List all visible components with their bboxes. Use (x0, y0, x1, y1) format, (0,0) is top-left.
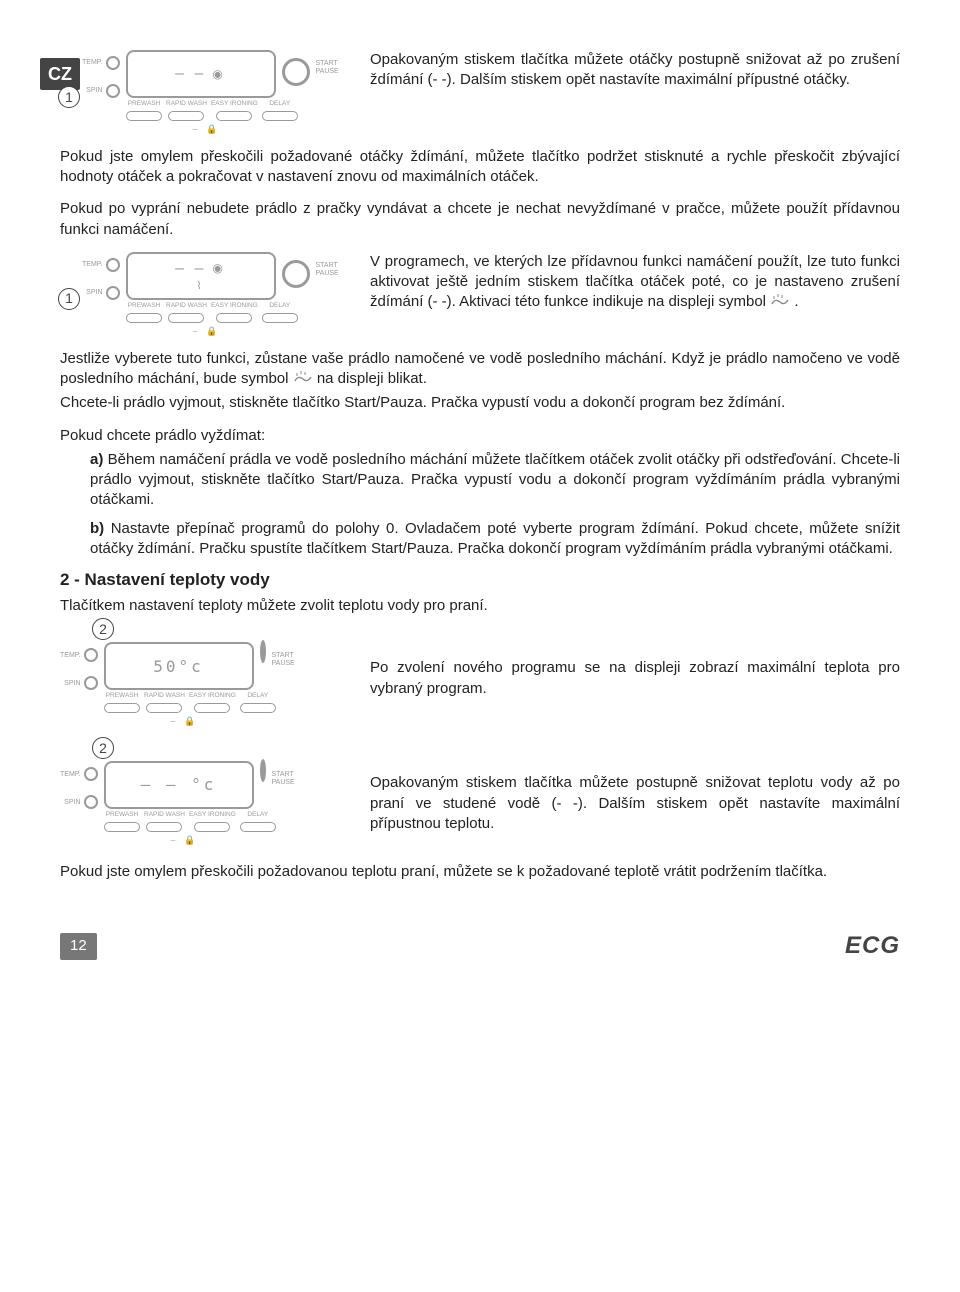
para-4: V programech, ve kterých lze přídavnou f… (370, 252, 900, 313)
label-spin: SPIN (64, 679, 80, 688)
spiral-icon: ◉ (212, 66, 225, 82)
marker-1b: 1 (58, 288, 80, 310)
label-temp: TEMP. (60, 770, 81, 779)
option-segments: PREWASH RAPID WASH EASY IRONING DELAY (126, 100, 350, 121)
label-spin: SPIN (86, 86, 102, 95)
soak-icon: ⌇ (196, 279, 204, 294)
lock-icon-row: ⌣ 🔒 (192, 325, 350, 337)
label-start-pause: START PAUSE (272, 771, 295, 786)
label-temp: TEMP. (82, 260, 103, 269)
soak-symbol-icon (770, 292, 790, 312)
row-temp-1: 2 TEMP. SPIN 50°c START PAUSE PREWASH RA… (60, 628, 900, 727)
label-start-pause: START PAUSE (316, 60, 339, 75)
label-start-pause: START PAUSE (272, 652, 295, 667)
control-panel-diagram-1: TEMP. SPIN – – ◉ START PAUSE PREWASH RAP… (60, 50, 350, 135)
row-spin-1: 1 TEMP. SPIN – – ◉ START PAUSE PREWASH R… (60, 50, 900, 135)
para-8: Tlačítkem nastavení teploty můžete zvoli… (60, 596, 900, 616)
option-segments: PREWASH RAPID WASH EASY IRONING DELAY (126, 302, 350, 323)
row-temp-2: 2 TEMP. SPIN – – °c START PAUSE PREWASH … (60, 747, 900, 846)
page-number: 12 (60, 933, 97, 959)
heading-temp: 2 - Nastavení teploty vody (60, 569, 900, 592)
seg-label-3: DELAY (269, 100, 290, 109)
brand-logo: ECG (845, 930, 900, 962)
para-3: Pokud po vyprání nebudete prádlo z pračk… (60, 199, 900, 240)
option-segments: PREWASH RAPID WASH EASY IRONING DELAY (104, 811, 350, 832)
start-pause-button-icon (282, 58, 310, 86)
row-spin-2: 1 TEMP. SPIN – – ◉ ⌇ START PAUSE (60, 252, 900, 337)
para-10: Opakovaným stiskem tlačítka můžete postu… (370, 747, 900, 834)
label-spin: SPIN (64, 798, 80, 807)
para-5: Jestliže vyberete tuto funkci, zůstane v… (60, 349, 900, 390)
list-text-b: Nastavte přepínač programů do polohy 0. … (90, 520, 900, 557)
control-panel-diagram-2: TEMP. SPIN – – ◉ ⌇ START PAUSE PREWASH R (60, 252, 350, 337)
lcd-value: – – °c (141, 774, 217, 796)
control-panel-diagram-3: TEMP. SPIN 50°c START PAUSE PREWASH RAPI… (60, 628, 350, 727)
para-1: Opakovaným stiskem tlačítka můžete otáčk… (370, 50, 900, 91)
lcd-display: – – °c (104, 761, 254, 809)
spin-button-icon (106, 84, 120, 98)
para-9: Po zvolení nového programu se na displej… (370, 628, 900, 699)
start-pause-button-icon (282, 260, 310, 288)
lcd-display: – – ◉ (126, 50, 276, 98)
temp-button-icon (106, 258, 120, 272)
spin-button-icon (106, 286, 120, 300)
temp-button-icon (106, 56, 120, 70)
spiral-icon: ◉ (212, 260, 225, 276)
temp-button-icon (84, 767, 98, 781)
spin-button-icon (84, 795, 98, 809)
temp-button-icon (84, 648, 98, 662)
list-label-b: b) (90, 520, 104, 537)
seg-label-2: EASY IRONING (211, 100, 258, 109)
page-footer: 12 ECG (60, 922, 900, 962)
lcd-display: 50°c (104, 642, 254, 690)
lcd-value: – – (175, 63, 206, 85)
start-pause-button-icon (260, 640, 266, 663)
option-segments: PREWASH RAPID WASH EASY IRONING DELAY (104, 692, 350, 713)
label-temp: TEMP. (60, 651, 81, 660)
soak-symbol-icon (293, 369, 313, 389)
lcd-value: – – (175, 258, 206, 280)
seg-label-0: PREWASH (128, 100, 161, 109)
lcd-value: 50°c (153, 656, 204, 678)
spin-button-icon (84, 676, 98, 690)
marker-1a: 1 (58, 86, 80, 108)
lock-icon-row: ⌣ 🔒 (192, 123, 350, 135)
para-11: Pokud jste omylem přeskočili požadovanou… (60, 862, 900, 882)
lock-icon-row: ⌣ 🔒 (170, 834, 350, 846)
option-list: a) Během namáčení prádla ve vodě posledn… (90, 450, 900, 559)
start-pause-button-icon (260, 759, 266, 782)
control-panel-diagram-4: TEMP. SPIN – – °c START PAUSE PREWASH RA… (60, 747, 350, 846)
lock-icon-row: ⌣ 🔒 (170, 715, 350, 727)
list-label-a: a) (90, 451, 103, 468)
para-6: Chcete-li prádlo vyjmout, stiskněte tlač… (60, 393, 900, 413)
seg-label-1: RAPID WASH (166, 100, 207, 109)
para-7: Pokud chcete prádlo vyždímat: (60, 426, 900, 446)
label-spin: SPIN (86, 288, 102, 297)
label-start-pause: START PAUSE (316, 262, 339, 277)
label-temp: TEMP. (82, 58, 103, 67)
lcd-display: – – ◉ ⌇ (126, 252, 276, 300)
para-2: Pokud jste omylem přeskočili požadované … (60, 147, 900, 188)
list-text-a: Během namáčení prádla ve vodě posledního… (90, 451, 900, 509)
